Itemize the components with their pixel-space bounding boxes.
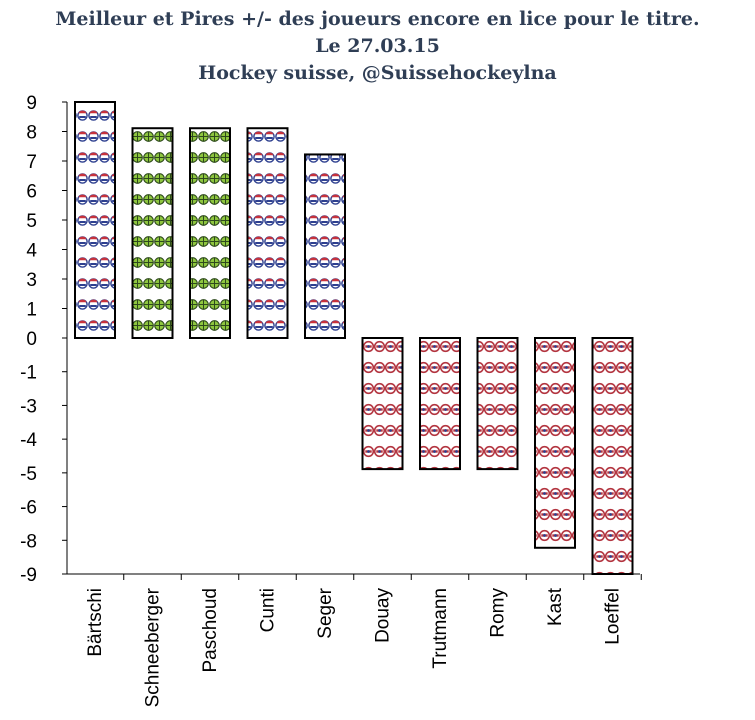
- bar-bärtschi: [74, 101, 116, 339]
- bar-cunti: [246, 127, 289, 339]
- x-tick-label: Romy: [488, 588, 509, 638]
- x-tick-label: Schneeberger: [143, 587, 164, 707]
- y-tick-label: 1: [26, 300, 37, 321]
- y-tick-label: -1: [20, 363, 37, 384]
- y-tick-label: -9: [20, 565, 37, 586]
- bar-loeffel: [591, 337, 634, 575]
- x-tick-label: Loeffel: [603, 588, 624, 645]
- bar-kast: [534, 337, 576, 549]
- y-tick-label: 8: [26, 123, 37, 144]
- x-axis: Bärtschi Schneeberger Paschoud Cunti Seger Do…: [67, 573, 642, 707]
- y-tick-label: 7: [26, 152, 37, 173]
- x-tick-label: Seger: [315, 587, 336, 638]
- chart-title: Meilleur et Pires +/- des joueurs encore…: [0, 6, 755, 87]
- y-tick-label: -6: [20, 498, 37, 519]
- bar-romy: [476, 337, 519, 471]
- title-line-3: Hockey suisse, @Suissehockeylna: [198, 62, 557, 84]
- y-tick-label: -4: [20, 430, 37, 451]
- y-tick-label: 9: [26, 93, 37, 114]
- x-tick-label: Bärtschi: [85, 588, 106, 657]
- x-tick-label: Trutmann: [430, 588, 451, 669]
- y-tick-label: -5: [20, 464, 37, 485]
- bar-seger: [304, 153, 346, 339]
- x-tick-label: Kast: [545, 587, 566, 626]
- bar-douay: [361, 337, 404, 471]
- y-tick-label: 6: [26, 182, 37, 203]
- y-tick-label: 0: [26, 329, 37, 350]
- y-tick-label: -8: [20, 531, 37, 552]
- y-tick-label: -3: [20, 396, 37, 417]
- bar-paschoud: [189, 127, 231, 339]
- x-tick-label: Paschoud: [200, 588, 221, 673]
- y-tick-label: 5: [26, 211, 37, 232]
- title-line-1: Meilleur et Pires +/- des joueurs encore…: [55, 8, 700, 30]
- y-axis: 9 8 7 6 5 4 3 1 0 -1 -3 -4 -5 -6 -8 -9: [20, 93, 68, 586]
- bar-schneeberger: [131, 127, 174, 339]
- bars: [74, 101, 634, 575]
- y-tick-label: 3: [26, 270, 37, 291]
- y-tick-label: 4: [26, 241, 37, 262]
- bar-trutmann: [419, 337, 461, 471]
- title-line-2: Le 27.03.15: [315, 35, 440, 57]
- x-tick-label: Douay: [373, 588, 394, 643]
- x-tick-label: Cunti: [258, 588, 279, 632]
